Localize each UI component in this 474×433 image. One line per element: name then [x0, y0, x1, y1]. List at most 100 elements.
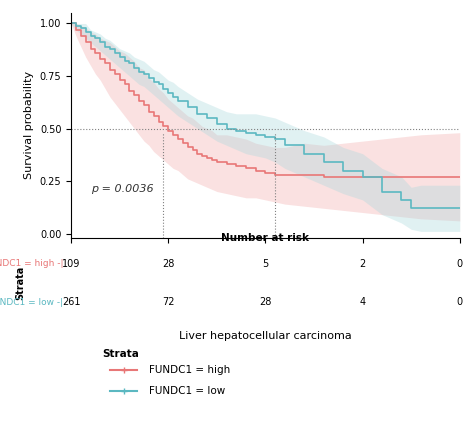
Text: 109: 109 — [62, 259, 80, 268]
FUNDC1 = low — [321, 159, 327, 165]
FUNDC1 = high — [399, 174, 404, 179]
FUNDC1 = high — [78, 33, 83, 39]
FUNDC1 = high — [253, 168, 258, 173]
FUNDC1 = high — [175, 136, 181, 142]
FUNDC1 = low — [233, 128, 239, 133]
FUNDC1 = low — [170, 94, 176, 100]
Text: Strata: Strata — [102, 349, 139, 359]
FUNDC1 = high — [155, 120, 161, 125]
FUNDC1 = low — [399, 197, 404, 203]
FUNDC1 = high — [204, 155, 210, 161]
FUNDC1 = high — [185, 145, 191, 150]
FUNDC1 = low — [360, 174, 365, 179]
Line: FUNDC1 = low: FUNDC1 = low — [71, 23, 460, 208]
FUNDC1 = low — [272, 136, 278, 142]
FUNDC1 = high — [209, 158, 215, 163]
FUNDC1 = low — [131, 65, 137, 70]
Text: 261: 261 — [62, 297, 81, 307]
FUNDC1 = low — [141, 71, 147, 77]
FUNDC1 = high — [102, 61, 108, 66]
FUNDC1 = high — [136, 99, 142, 104]
Text: FUNDC1 = low -|: FUNDC1 = low -| — [0, 297, 64, 307]
FUNDC1 = low — [418, 206, 424, 211]
FUNDC1 = high — [151, 113, 156, 119]
FUNDC1 = low — [151, 80, 156, 85]
FUNDC1 = high — [165, 128, 171, 133]
Text: Liver hepatocellular carcinoma: Liver hepatocellular carcinoma — [179, 331, 352, 341]
FUNDC1 = high — [233, 164, 239, 169]
FUNDC1 = high — [282, 172, 288, 177]
FUNDC1 = low — [122, 59, 128, 64]
FUNDC1 = low — [263, 134, 268, 139]
Text: 28: 28 — [259, 297, 272, 307]
Text: 4: 4 — [360, 297, 365, 307]
FUNDC1 = low — [78, 25, 83, 30]
FUNDC1 = high — [180, 141, 186, 146]
FUNDC1 = high — [418, 174, 424, 179]
FUNDC1 = high — [214, 159, 219, 165]
FUNDC1 = low — [92, 36, 98, 41]
FUNDC1 = high — [68, 21, 74, 26]
FUNDC1 = low — [127, 61, 132, 66]
FUNDC1 = high — [131, 92, 137, 97]
FUNDC1 = low — [117, 55, 122, 60]
FUNDC1 = low — [457, 206, 463, 211]
FUNDC1 = high — [200, 153, 205, 158]
FUNDC1 = low — [136, 69, 142, 74]
FUNDC1 = high — [161, 124, 166, 129]
FUNDC1 = high — [190, 147, 195, 152]
FUNDC1 = low — [83, 29, 89, 35]
FUNDC1 = high — [243, 166, 249, 171]
Text: 0: 0 — [457, 259, 463, 268]
FUNDC1 = low — [68, 21, 74, 26]
FUNDC1 = high — [272, 172, 278, 177]
FUNDC1 = low — [185, 105, 191, 110]
FUNDC1 = low — [88, 33, 93, 39]
FUNDC1 = low — [379, 189, 385, 194]
FUNDC1 = low — [165, 90, 171, 95]
FUNDC1 = high — [457, 174, 463, 179]
FUNDC1 = low — [204, 116, 210, 121]
FUNDC1 = high — [194, 151, 200, 156]
FUNDC1 = high — [263, 170, 268, 175]
FUNDC1 = high — [88, 46, 93, 51]
FUNDC1 = low — [194, 111, 200, 116]
FUNDC1 = low — [73, 23, 79, 28]
Y-axis label: Survival probability: Survival probability — [24, 71, 34, 179]
FUNDC1 = high — [321, 174, 327, 179]
FUNDC1 = low — [282, 143, 288, 148]
Text: Number at risk: Number at risk — [221, 233, 310, 243]
Text: FUNDC1 = high -|: FUNDC1 = high -| — [0, 259, 64, 268]
Text: 0: 0 — [457, 297, 463, 307]
FUNDC1 = high — [83, 40, 89, 45]
FUNDC1 = high — [73, 27, 79, 32]
FUNDC1 = low — [243, 130, 249, 135]
FUNDC1 = low — [301, 151, 307, 156]
FUNDC1 = low — [161, 86, 166, 91]
FUNDC1 = high — [379, 174, 385, 179]
FUNDC1 = low — [224, 126, 229, 131]
FUNDC1 = high — [301, 172, 307, 177]
FUNDC1 = low — [107, 46, 113, 51]
Line: FUNDC1 = high: FUNDC1 = high — [71, 23, 460, 177]
FUNDC1 = low — [102, 44, 108, 49]
Text: 2: 2 — [359, 259, 366, 268]
FUNDC1 = high — [122, 82, 128, 87]
FUNDC1 = high — [92, 50, 98, 55]
FUNDC1 = low — [253, 132, 258, 137]
FUNDC1 = high — [360, 174, 365, 179]
FUNDC1 = high — [146, 109, 152, 114]
FUNDC1 = high — [141, 103, 147, 108]
FUNDC1 = high — [224, 162, 229, 167]
FUNDC1 = low — [112, 50, 118, 55]
Text: FUNDC1 = low: FUNDC1 = low — [149, 386, 225, 396]
FUNDC1 = low — [155, 82, 161, 87]
FUNDC1 = low — [340, 168, 346, 173]
FUNDC1 = low — [146, 75, 152, 81]
FUNDC1 = high — [107, 67, 113, 72]
FUNDC1 = high — [340, 174, 346, 179]
Text: 72: 72 — [162, 297, 174, 307]
FUNDC1 = high — [97, 57, 103, 62]
FUNDC1 = high — [170, 132, 176, 137]
Text: 5: 5 — [262, 259, 269, 268]
